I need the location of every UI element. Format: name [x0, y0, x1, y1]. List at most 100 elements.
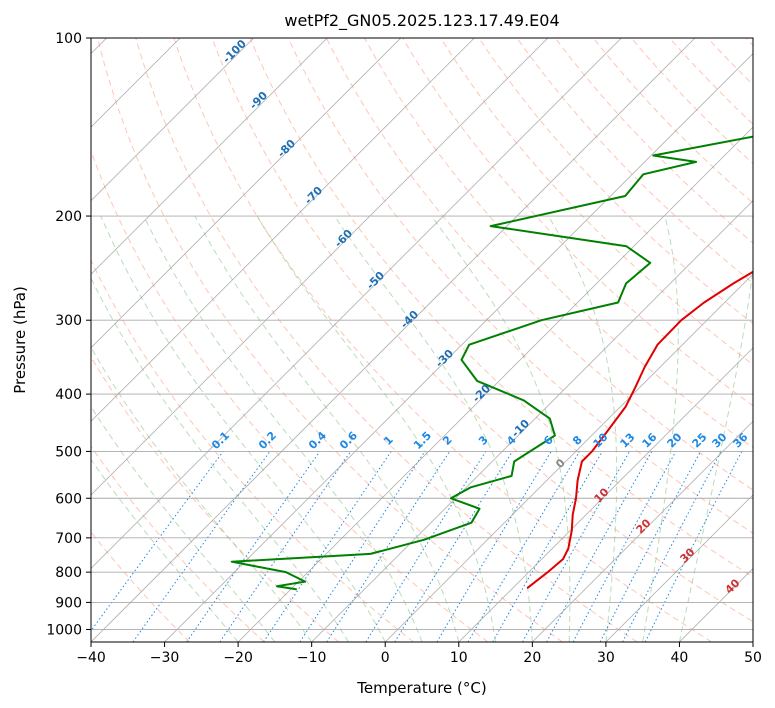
x-tick-label: 30 — [597, 650, 615, 666]
adiabat-label: 30 — [678, 545, 698, 565]
temperature-label: -30 — [433, 347, 456, 370]
temperature-label: -100 — [220, 37, 249, 66]
isotherm-line — [91, 38, 328, 275]
y-tick-label: 600 — [55, 491, 82, 507]
y-tick-label: 100 — [55, 31, 82, 47]
dry-adiabat — [745, 38, 753, 47]
moist-adiabat — [91, 405, 276, 642]
mixing-ratio-label: 3 — [476, 433, 491, 448]
dry-adiabat — [554, 38, 753, 244]
y-tick-label: 1000 — [46, 622, 82, 638]
mixing-ratio-line — [219, 451, 352, 642]
x-tick-label: −40 — [76, 650, 106, 666]
temperature-label: -70 — [302, 184, 325, 207]
mixing-ratio-line — [326, 451, 451, 642]
mixing-ratio-line — [299, 451, 426, 642]
mixing-ratio-label: 13 — [618, 431, 638, 451]
dry-adiabat — [135, 38, 638, 642]
isotherm-line — [91, 38, 475, 422]
x-tick-label: 10 — [450, 650, 468, 666]
dry-adiabat — [211, 38, 753, 623]
y-tick-label: 700 — [55, 531, 82, 547]
x-axis-title: Temperature (°C) — [356, 679, 486, 697]
x-tick-label: −10 — [297, 650, 327, 666]
y-tick-label: 300 — [55, 313, 82, 329]
dry-adiabat — [631, 38, 753, 165]
dry-adiabat — [325, 38, 753, 491]
mixing-ratio-line — [394, 451, 513, 642]
x-tick-label: 50 — [744, 650, 762, 666]
background-lines — [91, 38, 753, 642]
moist-adiabat — [194, 215, 460, 642]
chart-title: wetPf2_GN05.2025.123.17.49.E04 — [284, 11, 559, 31]
mixing-ratio-line — [522, 451, 631, 642]
mixing-ratio-line — [436, 451, 552, 642]
dry-adiabat — [287, 38, 753, 534]
dry-adiabat — [478, 38, 753, 325]
mixing-ratio-label: 16 — [640, 430, 660, 450]
series-layer — [230, 135, 753, 591]
isotherm-line — [311, 200, 753, 642]
isotherm-line — [91, 38, 254, 202]
mixing-ratio-label: 0.4 — [306, 429, 329, 452]
adiabat-label: 0 — [553, 456, 568, 471]
mixing-ratio-label: 36 — [731, 430, 751, 450]
temperature-profile-line — [526, 270, 753, 589]
y-axis-title: Pressure (hPa) — [11, 286, 29, 394]
dry-adiabat — [707, 38, 753, 86]
x-tick-label: 0 — [381, 650, 390, 666]
plot-frame — [90, 37, 754, 643]
isotherm-line — [91, 38, 402, 349]
isotherm-line — [237, 126, 753, 642]
temperature-label: -90 — [247, 89, 270, 112]
x-tick-label: 20 — [523, 650, 541, 666]
isotherm-line — [91, 38, 622, 570]
isotherm-line — [91, 38, 549, 496]
adiabat-label: 40 — [723, 576, 743, 596]
mixing-ratio-label: 0.6 — [337, 429, 360, 452]
y-tick-label: 900 — [55, 595, 82, 611]
temperature-label: -40 — [398, 308, 421, 331]
mixing-ratio-line — [365, 451, 487, 642]
mixing-ratio-line — [467, 451, 581, 642]
dewpoint-profile-line — [230, 135, 753, 591]
mixing-ratio-line — [91, 451, 224, 632]
isotherm-line — [752, 641, 753, 642]
y-tick-label: 400 — [55, 387, 82, 403]
dry-adiabat — [402, 38, 753, 407]
y-tick-label: 200 — [55, 209, 82, 225]
mixing-ratio-line — [644, 451, 743, 642]
dry-adiabat — [592, 38, 753, 204]
dry-adiabat — [97, 38, 563, 642]
isotherm-line — [91, 38, 696, 642]
mixing-ratio-line — [132, 451, 271, 642]
moist-adiabat — [642, 215, 679, 642]
moist-adiabat — [100, 215, 386, 642]
dry-adiabat — [516, 38, 753, 284]
y-tick-label: 500 — [55, 444, 82, 460]
mixing-ratio-label: 0.1 — [209, 429, 232, 452]
mixing-ratio-line — [572, 451, 677, 642]
dry-adiabat — [364, 38, 753, 449]
mixing-ratio-line — [492, 451, 603, 642]
moist-adiabat — [143, 215, 423, 642]
mixing-ratio-label: 1 — [381, 433, 396, 448]
mixing-ratio-line — [263, 451, 392, 642]
dry-adiabat — [91, 531, 190, 642]
moist-adiabat — [256, 215, 497, 642]
moist-adiabat — [333, 215, 533, 642]
isotherm-line — [605, 494, 753, 642]
moist-adiabat — [431, 215, 571, 642]
isotherm-line — [164, 52, 753, 642]
temperature-label: -60 — [332, 227, 355, 250]
dry-adiabat — [91, 355, 340, 642]
axis-ticks: −40 −30 −20 −10 0 10 20 30 40 5010020030040050060… — [46, 31, 762, 666]
dry-adiabat — [91, 149, 489, 642]
mixing-ratio-line — [599, 451, 702, 642]
dry-adiabat — [173, 38, 712, 642]
temperature-label: -80 — [275, 137, 298, 160]
adiabat-label: 20 — [634, 516, 654, 536]
isotherm-line — [532, 420, 753, 642]
moist-adiabat — [91, 458, 239, 642]
